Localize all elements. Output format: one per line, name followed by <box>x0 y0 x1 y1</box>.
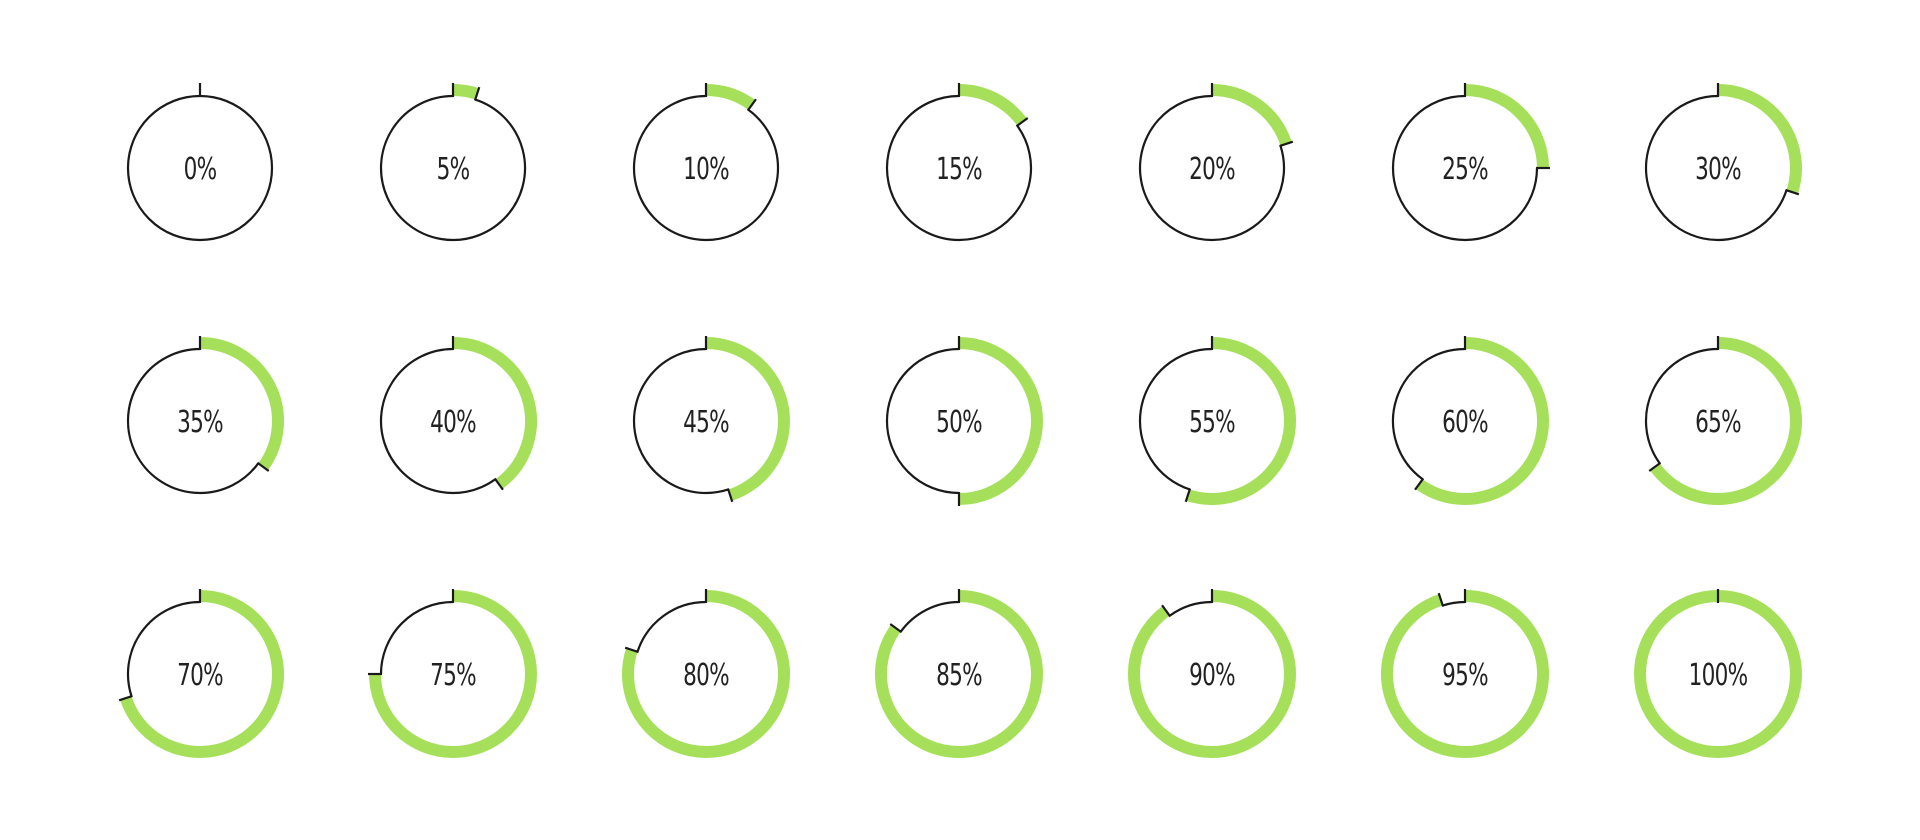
ring-end-tick <box>1161 604 1172 618</box>
ring-remaining-track <box>126 600 201 697</box>
ring-percentage-label: 65% <box>1695 406 1741 440</box>
ring-percentage-label: 75% <box>430 659 476 693</box>
ring-remaining-track <box>1138 347 1213 491</box>
ring-percentage-label: 45% <box>683 406 729 440</box>
progress-ring: 30% <box>1644 83 1802 242</box>
progress-ring: 20% <box>1138 83 1294 242</box>
progress-ring: 100% <box>1634 589 1802 758</box>
ring-remaining-track <box>126 347 260 495</box>
ring-remaining-track <box>1169 600 1213 617</box>
ring-percentage-label: 20% <box>1189 153 1235 187</box>
progress-ring: 45% <box>632 336 790 503</box>
ring-percentage-label: 35% <box>177 406 223 440</box>
ring-remaining-track <box>632 94 780 242</box>
progress-ring: 15% <box>885 83 1033 242</box>
ring-end-tick <box>726 488 734 503</box>
ring-end-tick <box>1279 140 1294 148</box>
ring-end-tick <box>493 477 504 491</box>
ring-end-tick <box>1648 461 1662 472</box>
ring-progress-arc <box>199 337 284 471</box>
ring-remaining-track <box>379 347 496 495</box>
ring-progress-arc <box>1717 84 1802 194</box>
ring-end-tick <box>118 694 133 702</box>
ring-progress-arc <box>1464 84 1549 169</box>
ring-remaining-track <box>1644 347 1719 464</box>
ring-progress-arc <box>1186 337 1296 505</box>
ring-end-tick <box>1414 477 1425 491</box>
ring-remaining-track <box>1442 600 1466 607</box>
ring-percentage-label: 25% <box>1442 153 1488 187</box>
ring-progress-arc <box>622 590 790 758</box>
ring-remaining-track <box>379 600 454 675</box>
ring-progress-arc <box>1211 84 1292 146</box>
ring-remaining-track <box>1391 347 1466 481</box>
ring-end-tick <box>1437 592 1445 607</box>
ring-progress-arc <box>1128 590 1296 758</box>
progress-ring: 0% <box>126 83 274 242</box>
ring-percentage-label: 5% <box>437 153 470 187</box>
ring-percentage-label: 15% <box>936 153 982 187</box>
ring-end-tick <box>889 623 903 634</box>
ring-percentage-label: 40% <box>430 406 476 440</box>
ring-remaining-track <box>899 600 960 633</box>
progress-ring: 5% <box>379 83 527 242</box>
progress-ring: 80% <box>622 589 790 758</box>
ring-progress-arc <box>120 590 284 758</box>
progress-ring: 40% <box>379 336 537 495</box>
ring-remaining-track <box>379 94 527 242</box>
progress-ring: 10% <box>632 83 780 242</box>
ring-percentage-label: 70% <box>177 659 223 693</box>
ring-end-tick <box>624 646 639 654</box>
ring-percentage-label: 10% <box>683 153 729 187</box>
progress-ring: 60% <box>1391 336 1549 505</box>
ring-end-tick <box>1785 188 1800 196</box>
ring-percentage-label: 80% <box>683 659 729 693</box>
ring-progress-arc <box>452 337 537 489</box>
ring-percentage-label: 30% <box>1695 153 1741 187</box>
progress-ring: 25% <box>1391 83 1550 242</box>
progress-ring: 75% <box>368 589 537 758</box>
ring-percentage-label: 90% <box>1189 659 1235 693</box>
ring-percentage-label: 50% <box>936 406 982 440</box>
ring-percentage-label: 95% <box>1442 659 1488 693</box>
progress-ring: 55% <box>1138 336 1296 505</box>
progress-ring: 90% <box>1128 589 1296 758</box>
ring-remaining-track <box>1391 94 1539 242</box>
ring-end-tick <box>746 98 757 112</box>
ring-progress-arc <box>875 590 1043 758</box>
ring-progress-arc <box>1415 337 1549 505</box>
ring-progress-arc <box>705 337 790 501</box>
ring-remaining-track <box>1644 94 1788 242</box>
progress-ring: 85% <box>875 589 1043 758</box>
ring-progress-arc <box>958 84 1027 126</box>
ring-remaining-track <box>636 600 707 653</box>
ring-remaining-track <box>632 347 729 495</box>
progress-ring: 95% <box>1381 589 1549 758</box>
ring-remaining-track <box>1138 94 1286 242</box>
progress-ring: 35% <box>126 336 284 495</box>
ring-progress-arc <box>958 337 1043 505</box>
ring-progress-arc <box>1650 337 1802 505</box>
ring-percentage-label: 0% <box>184 153 217 187</box>
ring-progress-arc <box>705 84 756 110</box>
progress-ring: 70% <box>118 589 284 758</box>
ring-progress-arc <box>369 590 537 758</box>
ring-end-tick <box>1015 117 1029 128</box>
ring-end-tick <box>473 86 481 101</box>
ring-percentage-label: 100% <box>1689 659 1748 693</box>
progress-ring: 65% <box>1644 336 1802 505</box>
ring-remaining-track <box>885 347 960 495</box>
ring-progress-arc <box>452 84 479 100</box>
ring-remaining-track <box>885 94 1033 242</box>
progress-ring: 50% <box>885 336 1043 506</box>
ring-percentage-label: 60% <box>1442 406 1488 440</box>
ring-progress-arc <box>1381 590 1549 758</box>
ring-end-tick <box>1184 488 1192 503</box>
ring-percentage-label: 85% <box>936 659 982 693</box>
ring-percentage-label: 55% <box>1189 406 1235 440</box>
ring-end-tick <box>256 461 270 472</box>
